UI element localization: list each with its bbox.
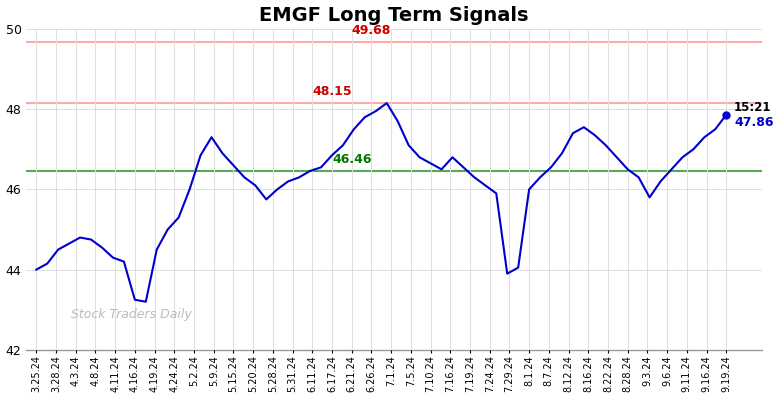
Text: 46.46: 46.46: [332, 153, 372, 166]
Title: EMGF Long Term Signals: EMGF Long Term Signals: [260, 6, 529, 25]
Text: 15:21: 15:21: [734, 101, 771, 114]
Text: 47.86: 47.86: [734, 116, 774, 129]
Text: 48.15: 48.15: [312, 85, 352, 98]
Text: Stock Traders Daily: Stock Traders Daily: [71, 308, 191, 321]
Text: 49.68: 49.68: [352, 24, 391, 37]
